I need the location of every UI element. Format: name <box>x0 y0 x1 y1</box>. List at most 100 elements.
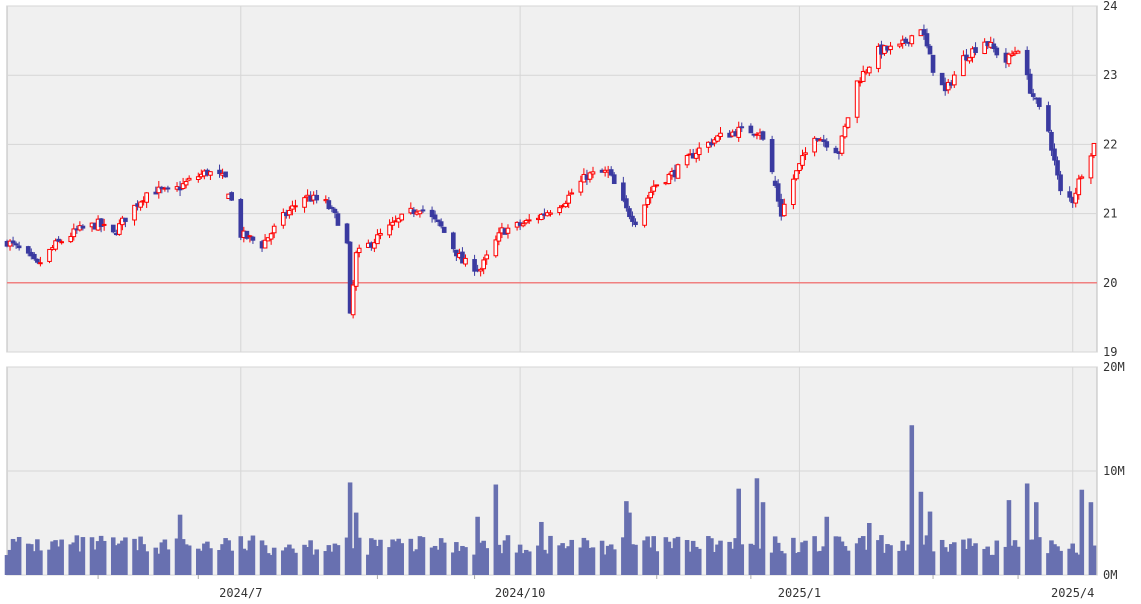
volume-bar <box>921 544 927 575</box>
candle-up <box>1091 142 1097 157</box>
volume-bar <box>353 512 359 575</box>
volume-bar <box>970 545 975 575</box>
volume-bar <box>794 552 799 575</box>
candle-down <box>244 230 250 239</box>
candle-down <box>739 126 745 129</box>
volume-bar <box>472 554 477 575</box>
volume-bar <box>335 545 341 575</box>
volume-bar <box>59 539 64 575</box>
volume-bar <box>432 545 438 575</box>
volume-bar <box>1055 546 1060 575</box>
candle-down <box>451 232 456 250</box>
candle-up <box>290 205 295 210</box>
volume-bar <box>16 536 22 575</box>
volume-bar <box>32 551 37 575</box>
volume-bar <box>1073 552 1079 575</box>
candle-up <box>800 155 805 166</box>
candle-up <box>484 254 490 260</box>
candle-down <box>335 213 341 226</box>
candle-up <box>505 227 511 234</box>
volume-bar <box>757 548 763 575</box>
candle-up <box>648 191 653 199</box>
candle-up <box>262 239 268 249</box>
candle-down <box>347 241 353 314</box>
candle-down <box>165 187 171 190</box>
candle-up <box>526 219 532 222</box>
volume-bar <box>605 545 611 575</box>
candle-up <box>353 252 359 287</box>
volume-bar <box>876 540 881 575</box>
volume-bar <box>1024 483 1030 575</box>
candle-down <box>821 139 827 143</box>
volume-bar <box>836 536 842 575</box>
candle-down <box>1036 97 1042 107</box>
volume-bar <box>621 537 626 575</box>
volume-bar <box>599 540 605 575</box>
volume-bar <box>223 538 228 575</box>
candle-up <box>812 137 817 153</box>
volume-bar <box>1052 544 1057 575</box>
volume-bar <box>50 541 55 575</box>
candle-down <box>420 209 426 212</box>
candle-up <box>390 221 395 226</box>
candle-down <box>1052 148 1057 161</box>
candle-up <box>132 204 137 221</box>
candle-down <box>903 38 909 44</box>
volume-bar <box>390 539 395 575</box>
volume-bar <box>332 543 338 575</box>
volume-bar <box>305 547 310 575</box>
candle-up <box>144 192 149 203</box>
volume-bar <box>435 549 441 575</box>
volume-bar <box>499 553 505 575</box>
candle-down <box>435 219 441 223</box>
candle-up <box>271 225 277 234</box>
volume-bar <box>35 539 40 575</box>
volume-bar <box>988 554 994 575</box>
volume-bar <box>1046 553 1051 575</box>
volume-bar <box>718 540 723 575</box>
candle-down <box>1067 191 1072 198</box>
candle-down <box>110 224 116 233</box>
volume-bar <box>1027 539 1033 575</box>
volume-bar <box>132 538 137 575</box>
volume-bar <box>863 549 869 575</box>
volume-bar <box>879 535 884 575</box>
x-tick-label: 2024/7 <box>219 586 262 600</box>
volume-bar <box>1003 546 1009 575</box>
volume-bar <box>842 546 848 575</box>
volume-bar <box>13 541 19 575</box>
volume-bar <box>89 537 95 575</box>
volume-bar <box>135 550 140 575</box>
volume-bar <box>815 551 820 575</box>
volume-bar <box>457 550 462 575</box>
volume-bar <box>177 514 183 575</box>
candle-up <box>1073 192 1079 204</box>
volume-bar <box>687 551 693 575</box>
volume-bar <box>733 538 738 575</box>
volume-bar <box>961 539 966 575</box>
volume-bar <box>120 540 125 575</box>
volume-bar <box>781 553 787 575</box>
volume-bar <box>633 544 638 575</box>
volume-bar <box>441 542 447 575</box>
volume-bar <box>514 552 520 575</box>
volume-bar <box>748 543 754 575</box>
volume-bar <box>293 552 298 575</box>
volume-bar <box>684 540 690 575</box>
volume-bar <box>372 539 377 575</box>
volume-bar <box>262 545 268 575</box>
volume-bar <box>611 549 617 575</box>
volume-bar <box>854 543 860 575</box>
volume-bar <box>247 540 253 575</box>
volume-bar <box>411 551 417 575</box>
candle-down <box>627 208 632 218</box>
candle-up <box>645 197 650 206</box>
candlestick-series <box>4 24 1097 319</box>
volume-bar <box>356 537 362 575</box>
volume-bar <box>569 539 575 575</box>
volume-bar <box>778 550 784 575</box>
candle-up <box>909 35 915 45</box>
volume-bar <box>1079 489 1085 575</box>
candle-down <box>611 174 617 185</box>
volume-bar <box>991 554 997 575</box>
